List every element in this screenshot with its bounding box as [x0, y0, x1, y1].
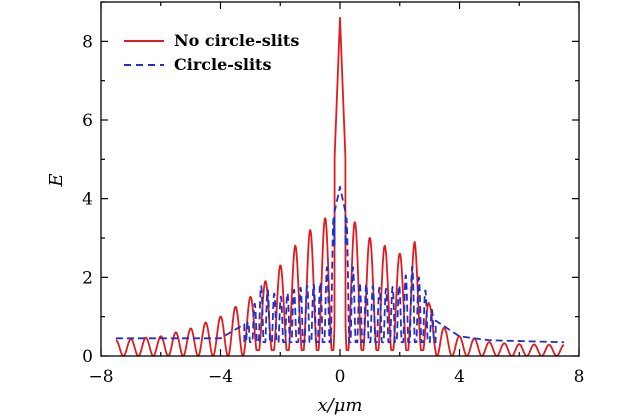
y-axis-label: E: [46, 173, 67, 187]
tick-layer: [100, 1, 580, 357]
y-tick-label: 4: [82, 190, 93, 210]
x-tick-label: 4: [454, 367, 465, 387]
legend-label-circle-slits: Circle-slits: [174, 55, 271, 74]
x-tick-label: −4: [208, 367, 233, 387]
y-tick-label: 2: [82, 268, 93, 288]
label-layer: −8 −4 0 4 8 0 2 4 6 8: [82, 32, 584, 387]
plot-frame: [100, 1, 580, 357]
y-tick-label: 6: [82, 111, 93, 131]
series-line-0: [115, 16, 565, 356]
legend-label-no-circle-slits: No circle-slits: [174, 31, 299, 50]
x-tick-label: −8: [88, 367, 113, 387]
legend: No circle-slits Circle-slits: [124, 31, 299, 74]
y-tick-label: 0: [82, 347, 93, 367]
x-tick-label: 0: [335, 367, 346, 387]
x-axis-label: x/μm: [318, 395, 363, 416]
x-tick-label: 8: [574, 367, 585, 387]
y-tick-label: 8: [82, 32, 93, 52]
series-layer: [115, 16, 565, 356]
series-line-1: [115, 185, 565, 344]
